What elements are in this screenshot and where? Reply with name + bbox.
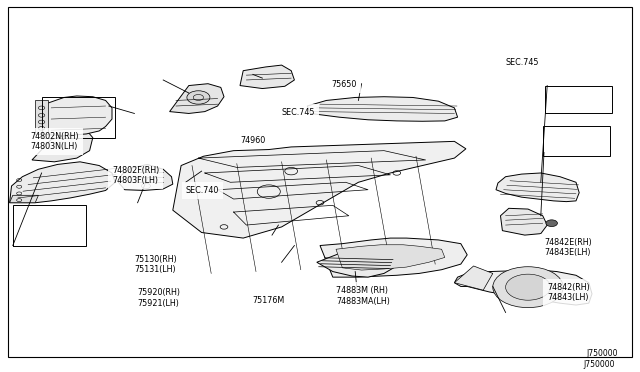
Polygon shape bbox=[240, 65, 294, 89]
Text: SEC.745: SEC.745 bbox=[506, 58, 539, 67]
Text: 75176M: 75176M bbox=[253, 296, 285, 305]
Circle shape bbox=[546, 220, 557, 227]
Bar bbox=[13, 205, 86, 246]
Polygon shape bbox=[500, 208, 547, 235]
Text: 75920(RH)
75921(LH): 75920(RH) 75921(LH) bbox=[138, 288, 180, 308]
Polygon shape bbox=[496, 173, 579, 202]
Text: SEC.745: SEC.745 bbox=[282, 108, 315, 117]
Text: J750000: J750000 bbox=[586, 349, 618, 358]
Text: 74960: 74960 bbox=[240, 136, 265, 145]
Bar bbox=[543, 126, 610, 156]
Bar bbox=[545, 86, 612, 113]
Polygon shape bbox=[454, 270, 592, 305]
Circle shape bbox=[506, 274, 550, 300]
Text: SEC.740: SEC.740 bbox=[186, 186, 219, 195]
Circle shape bbox=[187, 91, 210, 104]
Polygon shape bbox=[10, 162, 115, 203]
Text: J750000: J750000 bbox=[583, 360, 614, 369]
Bar bbox=[42, 97, 115, 138]
Polygon shape bbox=[307, 97, 458, 121]
Text: 74842E(RH)
74843E(LH): 74842E(RH) 74843E(LH) bbox=[544, 238, 592, 257]
Polygon shape bbox=[10, 195, 38, 203]
Text: 74802F(RH)
74803F(LH): 74802F(RH) 74803F(LH) bbox=[112, 166, 159, 185]
Polygon shape bbox=[35, 100, 48, 134]
Polygon shape bbox=[320, 238, 467, 277]
Circle shape bbox=[493, 267, 563, 308]
Polygon shape bbox=[454, 266, 493, 290]
Text: 74883M (RH)
74883MA(LH): 74883M (RH) 74883MA(LH) bbox=[336, 286, 390, 306]
Polygon shape bbox=[118, 164, 173, 190]
Polygon shape bbox=[35, 96, 112, 136]
Polygon shape bbox=[173, 141, 466, 238]
Polygon shape bbox=[317, 247, 394, 277]
Text: 74842(RH)
74843(LH): 74842(RH) 74843(LH) bbox=[547, 283, 590, 302]
Text: 75650: 75650 bbox=[332, 80, 357, 89]
Polygon shape bbox=[170, 84, 224, 113]
Text: 74802N(RH)
74803N(LH): 74802N(RH) 74803N(LH) bbox=[31, 132, 79, 151]
Polygon shape bbox=[32, 130, 93, 162]
Polygon shape bbox=[336, 245, 445, 270]
Text: 75130(RH)
75131(LH): 75130(RH) 75131(LH) bbox=[134, 255, 177, 274]
